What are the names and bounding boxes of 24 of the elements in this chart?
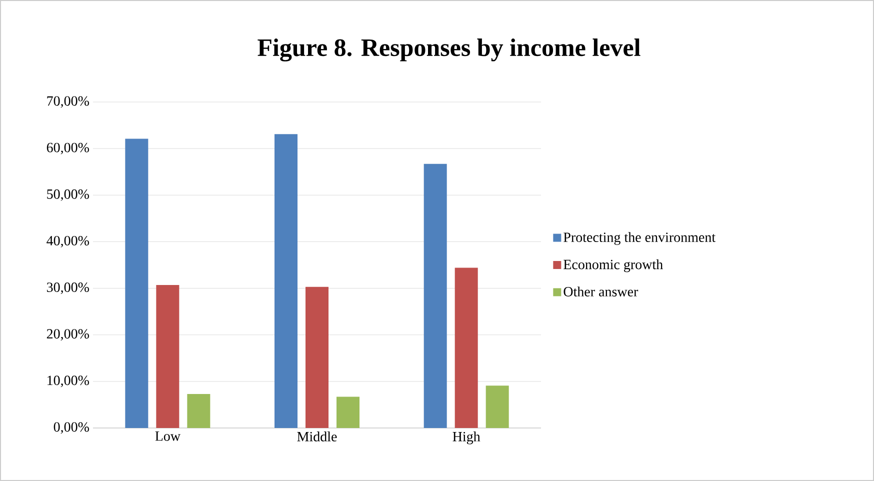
bar bbox=[306, 286, 329, 428]
legend-label: Other answer bbox=[564, 286, 638, 296]
bar bbox=[486, 386, 509, 428]
legend-label: Protecting the environment bbox=[564, 232, 716, 245]
y-tick-label: 70,00% bbox=[47, 96, 89, 108]
y-tick-label: 30,00% bbox=[46, 282, 89, 294]
x-tick-label: High bbox=[452, 432, 480, 444]
bar bbox=[454, 268, 478, 428]
y-tick-label: 60,00% bbox=[46, 142, 89, 154]
y-tick-label: 20,00% bbox=[46, 329, 89, 341]
legend-label: Economic growth bbox=[564, 259, 663, 272]
bar bbox=[274, 134, 298, 428]
bar bbox=[156, 285, 180, 428]
bar bbox=[125, 138, 148, 428]
y-tick-label: 40,00% bbox=[46, 236, 89, 248]
chart-title: Figure 8. Responses by income level bbox=[258, 38, 640, 62]
bar bbox=[424, 164, 447, 428]
x-tick-label: Low bbox=[155, 432, 180, 441]
x-tick-label: Middle bbox=[297, 432, 337, 442]
y-tick-label: 50,00% bbox=[47, 189, 89, 201]
y-tick-label: 10,00% bbox=[48, 376, 89, 388]
y-tick-label: 0,00% bbox=[54, 422, 89, 434]
bar bbox=[187, 394, 210, 428]
bar bbox=[336, 396, 360, 428]
